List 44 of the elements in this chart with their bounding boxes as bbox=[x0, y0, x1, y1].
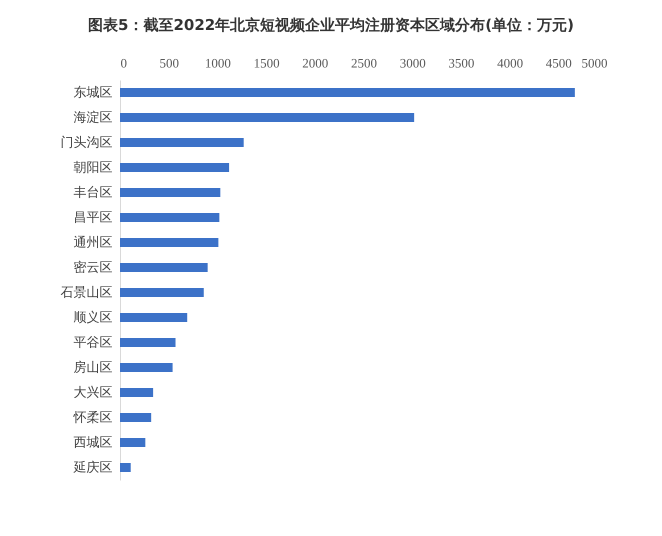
bar bbox=[120, 338, 176, 347]
x-tick-label: 1000 bbox=[204, 56, 231, 70]
y-tick-label: 怀柔区 bbox=[72, 410, 112, 426]
x-tick-label: 3500 bbox=[448, 56, 474, 70]
bar bbox=[120, 213, 220, 222]
y-tick-label: 昌平区 bbox=[74, 210, 112, 226]
bar bbox=[120, 288, 204, 297]
y-tick-label: 朝阳区 bbox=[74, 160, 112, 176]
x-tick-label: 4500 bbox=[546, 56, 572, 70]
y-tick-label: 西城区 bbox=[74, 436, 112, 450]
y-tick-label: 石景山区 bbox=[60, 286, 112, 300]
x-tick-label: 0 bbox=[120, 56, 127, 70]
bar bbox=[120, 138, 244, 147]
chart-title: 图表5：截至2022年北京短视频企业平均注册资本区域分布(单位：万元) bbox=[88, 16, 574, 34]
bar bbox=[120, 438, 146, 447]
bar bbox=[120, 163, 230, 172]
x-tick-label: 4000 bbox=[497, 56, 524, 70]
x-tick-label: 1500 bbox=[254, 56, 280, 70]
bar bbox=[120, 263, 208, 272]
x-tick-label: 2500 bbox=[351, 56, 377, 70]
bar bbox=[120, 313, 188, 322]
x-tick-label: 3000 bbox=[400, 56, 426, 70]
y-tick-label: 大兴区 bbox=[74, 386, 112, 400]
x-tick-label: 500 bbox=[159, 56, 179, 70]
bar bbox=[120, 363, 173, 372]
y-tick-label: 通州区 bbox=[74, 236, 112, 250]
y-tick-label: 房山区 bbox=[74, 360, 112, 376]
bar bbox=[120, 238, 218, 247]
x-tick-label: 2000 bbox=[302, 56, 328, 70]
bar bbox=[120, 113, 414, 122]
bar bbox=[120, 463, 131, 472]
y-tick-label: 延庆区 bbox=[72, 460, 112, 476]
y-tick-label: 东城区 bbox=[74, 86, 112, 100]
y-tick-label: 顺义区 bbox=[74, 310, 112, 326]
y-tick-label: 海淀区 bbox=[74, 110, 112, 126]
bar bbox=[120, 88, 575, 97]
y-tick-label: 密云区 bbox=[74, 260, 112, 276]
bar bbox=[120, 413, 152, 422]
bar bbox=[120, 388, 154, 397]
y-tick-label: 平谷区 bbox=[74, 336, 112, 350]
x-tick-label: 5000 bbox=[582, 56, 608, 70]
bar bbox=[120, 188, 220, 197]
y-tick-label: 丰台区 bbox=[74, 186, 112, 200]
y-tick-label: 门头沟区 bbox=[60, 134, 112, 150]
